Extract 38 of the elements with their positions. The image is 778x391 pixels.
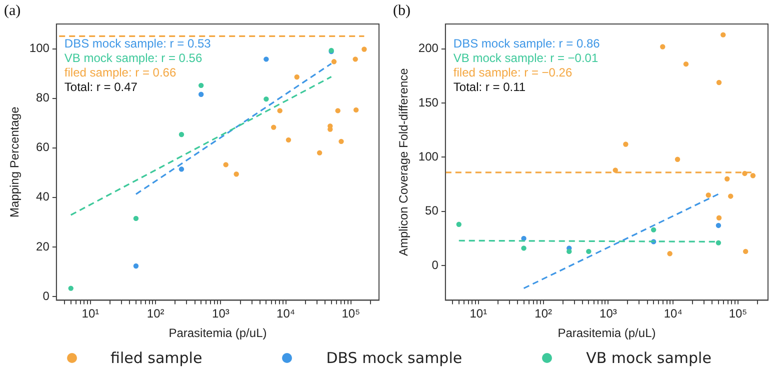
chart-title: (a)	[4, 2, 21, 19]
legend-label: VB mock sample	[586, 349, 712, 367]
y-tick-label: 150	[418, 95, 439, 110]
x-tick-label: 10²	[534, 306, 552, 321]
x-tick-label: 10⁴	[664, 306, 682, 321]
x-tick-label: 10¹	[470, 306, 488, 321]
legend-label: DBS mock sample	[326, 349, 462, 367]
x-tick-label: 10¹	[82, 306, 100, 321]
y-tick-label: 100	[29, 41, 50, 56]
y-tick-label: 80	[36, 90, 50, 105]
annotation: Total: r = 0.11	[453, 80, 526, 94]
x-tick-label: 10⁴	[276, 306, 296, 321]
chart-title: (b)	[393, 2, 410, 19]
x-tick-label: 10²	[146, 306, 164, 321]
annotation: VB mock sample: r = −0.01	[453, 50, 598, 65]
x-tick-label: 10⁵	[728, 306, 748, 321]
y-tick-label: 40	[36, 190, 50, 204]
x-axis-title: Parasitemia (p/uL)	[558, 326, 656, 340]
annotation: VB mock sample: r = 0.56	[64, 50, 202, 65]
annotation: DBS mock sample: r = 0.53	[64, 36, 212, 50]
annotation: filed sample: r = −0.26	[453, 65, 572, 80]
annotation: Total: r = 0.47	[64, 80, 138, 94]
x-axis-title: Parasitemia (p/uL)	[168, 326, 267, 340]
y-tick-label: 60	[36, 140, 50, 154]
y-tick-label: 200	[418, 41, 439, 56]
x-tick-label: 10³	[600, 306, 617, 321]
y-tick-label: 20	[36, 239, 50, 254]
y-axis-title: Amplicon Coverage Fold-difference	[396, 68, 411, 256]
y-tick-label: 100	[418, 150, 439, 164]
y-axis-title: Mapping Percentage	[8, 106, 22, 218]
annotation: filed sample: r = 0.66	[64, 65, 176, 80]
y-tick-label: 50	[425, 204, 439, 218]
legend-label: filed sample	[110, 349, 202, 367]
y-tick-label: 0	[42, 288, 50, 303]
annotation: DBS mock sample: r = 0.86	[453, 36, 600, 50]
x-tick-label: 10³	[212, 306, 230, 321]
x-tick-label: 10⁵	[342, 306, 360, 321]
y-tick-label: 0	[432, 258, 439, 272]
